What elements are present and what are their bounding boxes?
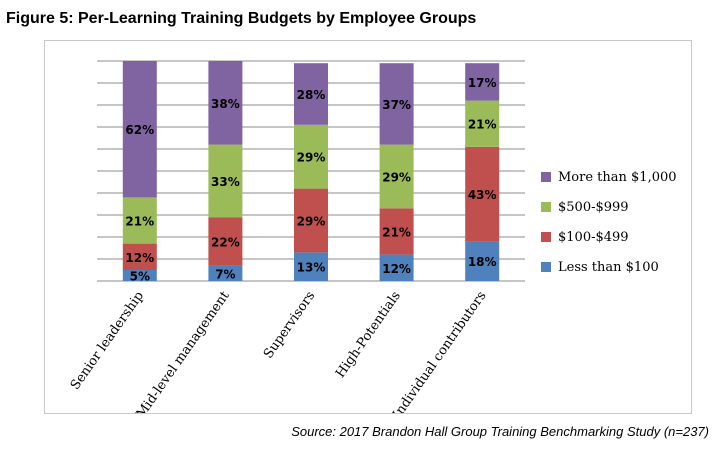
data-label: 21%	[468, 118, 497, 132]
bar-segment	[465, 100, 500, 147]
legend-swatch	[541, 172, 551, 182]
bar-segment	[208, 144, 243, 218]
legend-label: More than $1,000	[558, 170, 677, 185]
data-label: 22%	[211, 235, 240, 249]
data-label: 38%	[211, 97, 240, 111]
data-label: 37%	[382, 98, 411, 112]
category-label: Senior leadership	[68, 289, 147, 393]
data-label: 17%	[468, 76, 497, 90]
data-label: 62%	[125, 123, 154, 137]
chart-frame: 5% 12% 21% 62% Senior leadership 7% 22% 33% 38% M…	[44, 40, 692, 414]
data-label: 5%	[130, 270, 150, 284]
bar-segment	[294, 124, 328, 189]
bar-segment	[122, 197, 157, 244]
bar-segment	[122, 61, 157, 198]
data-label: 21%	[382, 226, 411, 240]
data-label: 29%	[297, 151, 326, 165]
data-label: 29%	[297, 215, 326, 229]
legend-swatch	[541, 262, 551, 272]
bar-segment	[294, 63, 328, 125]
bar-segment	[294, 188, 328, 253]
category-label: Mid-level management	[134, 288, 233, 413]
legend-label: $500-$999	[558, 200, 629, 215]
bar-segment	[379, 208, 414, 255]
bar-segment	[208, 217, 243, 266]
category-label: High-Potentials	[333, 289, 404, 381]
data-label: 12%	[382, 262, 411, 276]
bar-segment	[122, 270, 157, 281]
legend-label: Less than $100	[558, 260, 659, 275]
chart-title: Figure 5: Per-Learning Training Budgets …	[6, 10, 477, 27]
source-note: Source: 2017 Brandon Hall Group Training…	[291, 424, 709, 439]
data-label: 29%	[382, 171, 411, 185]
legend-swatch	[541, 232, 551, 242]
bar-segment	[208, 265, 243, 281]
data-label: 28%	[297, 88, 326, 102]
data-label: 13%	[297, 261, 326, 275]
category-label: Supervisors	[261, 289, 318, 362]
data-label: 18%	[468, 255, 497, 269]
bar-segment	[379, 63, 414, 145]
bar-segment	[208, 61, 243, 145]
data-label: 21%	[125, 215, 154, 229]
bar-segment	[465, 241, 500, 281]
data-label: 12%	[125, 251, 154, 265]
stacked-bar-chart: 5% 12% 21% 62% Senior leadership 7% 22% 33% 38% M…	[68, 60, 677, 413]
bar-segment	[379, 254, 414, 281]
data-label: 43%	[468, 188, 497, 202]
bar-segment	[294, 252, 328, 281]
bar-segment	[379, 144, 414, 209]
bar-segment	[122, 243, 157, 270]
data-label: 7%	[215, 267, 235, 281]
data-label: 33%	[211, 175, 240, 189]
bar-segment	[465, 146, 500, 242]
legend-label: $100-$499	[558, 230, 629, 245]
category-label: Individual contributors	[390, 289, 489, 413]
bar-segment	[465, 63, 500, 101]
legend-swatch	[541, 202, 551, 212]
